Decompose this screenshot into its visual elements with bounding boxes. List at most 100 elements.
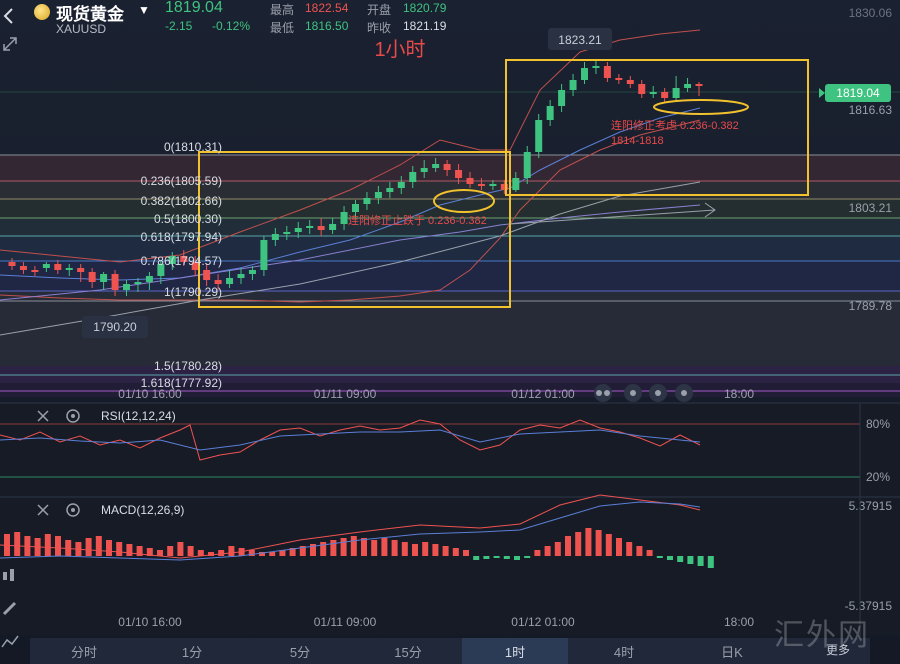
macd-histogram-bar <box>626 542 633 556</box>
time-label-1800: 18:00 <box>724 387 754 401</box>
fib-label-0382: 0.382(1802.66) <box>141 194 222 208</box>
candle-type-icon[interactable] <box>0 566 20 586</box>
candle-body <box>111 274 119 290</box>
candle-body <box>558 90 566 106</box>
support-ellipse-1 <box>433 189 495 213</box>
quote-header: 现货黄金 ▼ XAUUSD 1819.04 -2.15 -0.12% 最高 18… <box>0 0 900 40</box>
open-label: 开盘 <box>367 3 392 17</box>
candle-body <box>237 274 245 278</box>
low-value: 1816.50 <box>305 19 349 33</box>
symbol-title[interactable]: 现货黄金 <box>56 5 124 24</box>
pager-dots[interactable] <box>594 384 693 402</box>
axis-price-1789: 1789.78 <box>849 299 893 313</box>
macd-histogram-bar <box>697 556 704 566</box>
macd-histogram-bar <box>65 540 72 556</box>
macd-histogram-bar <box>534 550 541 556</box>
candle-body <box>626 80 634 84</box>
macd-histogram-bar <box>350 536 357 556</box>
candle-body <box>283 232 291 234</box>
candle-body <box>203 270 211 280</box>
time-label-bottom-0110: 01/10 16:00 <box>118 615 182 629</box>
tab-daily[interactable]: 日K <box>721 645 743 660</box>
macd-histogram-bar <box>218 550 225 556</box>
candle-body <box>19 266 27 270</box>
candle-body <box>363 198 371 204</box>
candle-body <box>260 240 268 270</box>
candle-body <box>294 228 302 232</box>
macd-histogram-bar <box>503 556 510 559</box>
macd-histogram-bar <box>544 546 551 556</box>
macd-histogram-bar <box>707 556 714 568</box>
candle-body <box>535 120 543 152</box>
current-price-value: 1819.04 <box>836 86 880 100</box>
macd-histogram-bar <box>330 540 337 556</box>
rsi-settings-icon[interactable] <box>66 409 80 423</box>
macd-histogram-bar <box>340 538 347 556</box>
candle-body <box>420 168 428 172</box>
rsi-close-icon[interactable] <box>37 410 49 422</box>
candle-body <box>443 164 451 170</box>
macd-settings-icon[interactable] <box>66 503 80 517</box>
tab-4hour[interactable]: 4时 <box>613 645 635 660</box>
tab-1min[interactable]: 1分 <box>181 645 203 660</box>
macd-close-icon[interactable] <box>37 504 49 516</box>
macd-panel: 5.37915 -5.37915 <box>0 494 900 635</box>
candle-body <box>489 184 497 186</box>
time-label-0110: 01/10 16:00 <box>118 387 182 401</box>
macd-histogram-bar <box>136 546 143 556</box>
macd-histogram-bar <box>412 544 418 556</box>
macd-histogram-bar <box>646 550 653 556</box>
candle-body <box>581 68 588 80</box>
candle-body <box>54 264 62 270</box>
prev-close-value: 1821.19 <box>403 19 447 33</box>
tab-timeshare[interactable]: 分时 <box>70 645 97 660</box>
tab-1hour[interactable]: 1时 <box>462 638 568 664</box>
macd-histogram-bar <box>463 550 469 556</box>
macd-histogram-bar <box>299 546 306 556</box>
indicator-icon[interactable] <box>0 632 20 652</box>
candle-body <box>100 274 108 282</box>
macd-histogram-bar <box>55 536 61 556</box>
candle-body <box>340 212 348 224</box>
macd-histogram-bar <box>228 546 235 556</box>
macd-histogram-bar <box>585 528 592 556</box>
candle-body <box>615 78 623 80</box>
timeframe-annotation: 1小时 <box>374 38 425 61</box>
macd-histogram-bar <box>687 556 694 564</box>
candle-body <box>477 184 485 186</box>
macd-histogram-bar <box>177 542 184 556</box>
candle-body <box>352 204 359 212</box>
consolidation-box-2 <box>505 59 809 196</box>
time-label-0111: 01/11 09:00 <box>314 387 377 401</box>
more-button[interactable]: 更多 <box>826 643 851 657</box>
note-box-1: 连阳修正止跌于 0.236-0.382 <box>348 213 487 227</box>
symbol-code: XAUUSD <box>56 22 107 36</box>
fib-label-0618: 0.618(1797.94) <box>141 230 222 244</box>
tab-15min[interactable]: 15分 <box>394 645 422 660</box>
axis-price-1816: 1816.63 <box>849 103 893 117</box>
macd-histogram-bar <box>95 536 102 556</box>
candle-body <box>374 192 382 198</box>
low-label: 最低 <box>270 21 295 35</box>
axis-price-1803: 1803.21 <box>849 201 893 215</box>
time-axis-bottom: 01/10 16:00 01/11 09:00 01/12 01:00 18:0… <box>118 615 754 629</box>
tab-5min[interactable]: 5分 <box>289 645 311 660</box>
fib-label-0: 0(1810.31) <box>164 140 222 154</box>
macd-histogram-bar <box>636 546 643 556</box>
candle-body <box>432 164 440 168</box>
fullscreen-icon[interactable] <box>0 34 20 54</box>
macd-histogram-bar <box>422 542 429 556</box>
time-label-0112: 01/12 01:00 <box>511 387 575 401</box>
macd-histogram-bar <box>401 542 408 556</box>
macd-histogram-bar <box>279 550 286 556</box>
draw-pencil-icon[interactable] <box>0 598 20 618</box>
chevron-down-icon[interactable]: ▼ <box>138 3 150 17</box>
candle-body <box>638 84 646 94</box>
macd-histogram-bar <box>248 550 255 556</box>
back-arrow-icon[interactable] <box>0 6 20 26</box>
note-box-2-line1: 连阳修正考虑 0.236-0.382 <box>611 118 739 132</box>
candle-body <box>317 226 325 230</box>
rsi-level-low: 20% <box>866 470 890 484</box>
candle-body <box>455 170 463 178</box>
